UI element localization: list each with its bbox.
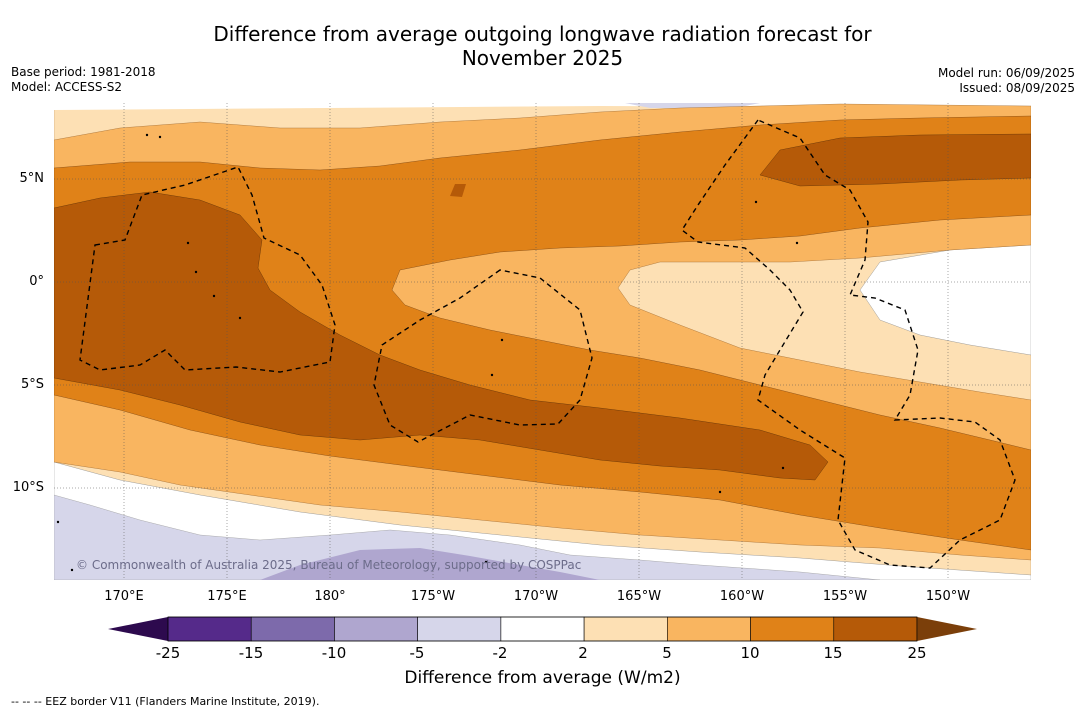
lon-label-180: 180° [314, 589, 346, 604]
colorbar-segment [750, 616, 835, 642]
lat-label-10s: 10°S [12, 480, 44, 495]
lon-label-170w: 170°W [513, 589, 559, 604]
colorbar-segment [833, 616, 918, 642]
graticule [54, 103, 1031, 580]
lon-label-150w: 150°W [925, 589, 971, 604]
eez-border-kiribati-gilbert [79, 166, 336, 373]
colorbar-tick: -15 [238, 644, 264, 662]
band-15-25-east [759, 133, 1031, 187]
lon-label-165w: 165°W [616, 589, 662, 604]
band-near-zero-north [54, 103, 1031, 110]
band-near-zero-east [859, 244, 1031, 356]
map-field [54, 103, 1031, 580]
meta-left: Base period: 1981-2018 Model: ACCESS-S2 [11, 65, 156, 95]
colorbar-segment [250, 616, 335, 642]
lon-label-170e: 170°E [104, 589, 144, 604]
colorbar-segment [667, 616, 751, 642]
issued-date: Issued: 08/09/2025 [959, 81, 1075, 95]
colorbar-segment [334, 616, 418, 642]
band-15-25-spot [450, 184, 466, 197]
colorbar-label: Difference from average (W/m2) [404, 668, 681, 688]
map-title: Difference from average outgoing longwav… [0, 22, 1085, 70]
colorbar-tick: 10 [740, 644, 760, 662]
band-15-25-west [54, 191, 829, 481]
model-run: Model run: 06/09/2025 [937, 66, 1075, 80]
colorbar-under-arrow [108, 617, 168, 641]
colorbar-tick: -5 [409, 644, 425, 662]
meta-right: Model run: 06/09/2025 Issued: 08/09/2025 [938, 66, 1075, 96]
eez-legend-note: -- -- -- EEZ border V11 (Flanders Marine… [11, 695, 320, 708]
lon-label-175e: 175°E [207, 589, 247, 604]
colorbar-tick: -25 [155, 644, 181, 662]
colorbar-over-arrow [917, 617, 977, 641]
eez-borders [79, 119, 1016, 569]
colorbar-segments [167, 616, 918, 642]
colorbar [108, 616, 977, 642]
lat-label-5s: 5°S [20, 377, 44, 392]
lat-label-eq: 0° [29, 274, 44, 289]
colorbar-segment [500, 616, 585, 642]
lat-label-5n: 5°N [19, 171, 45, 186]
colorbar-segment [167, 616, 252, 642]
colorbar-tick: 25 [907, 644, 927, 662]
model-name: Model: ACCESS-S2 [11, 80, 123, 94]
band-neg-south-light [54, 494, 881, 580]
colorbar-tick: 2 [578, 644, 588, 662]
eez-border-phoenix [373, 269, 593, 443]
colorbar-tick: -10 [321, 644, 347, 662]
colorbar-tick: -2 [492, 644, 508, 662]
colorbar-tick: 15 [823, 644, 843, 662]
copyright-notice: © Commonwealth of Australia 2025, Bureau… [76, 558, 582, 572]
colorbar-frame [167, 616, 918, 642]
lon-label-175w: 175°W [410, 589, 456, 604]
islands [56, 133, 799, 572]
lon-label-155w: 155°W [822, 589, 868, 604]
lon-label-160w: 160°W [719, 589, 765, 604]
band-neg-south-mid [260, 548, 600, 580]
colorbar-segment [417, 616, 502, 642]
colorbar-segment [583, 616, 668, 642]
eez-border-line-north [681, 119, 1016, 569]
map-title-line2: November 2025 [461, 46, 624, 70]
base-period: Base period: 1981-2018 [11, 65, 156, 79]
map-title-line1: Difference from average outgoing longwav… [213, 22, 872, 46]
colorbar-tick: 5 [662, 644, 672, 662]
